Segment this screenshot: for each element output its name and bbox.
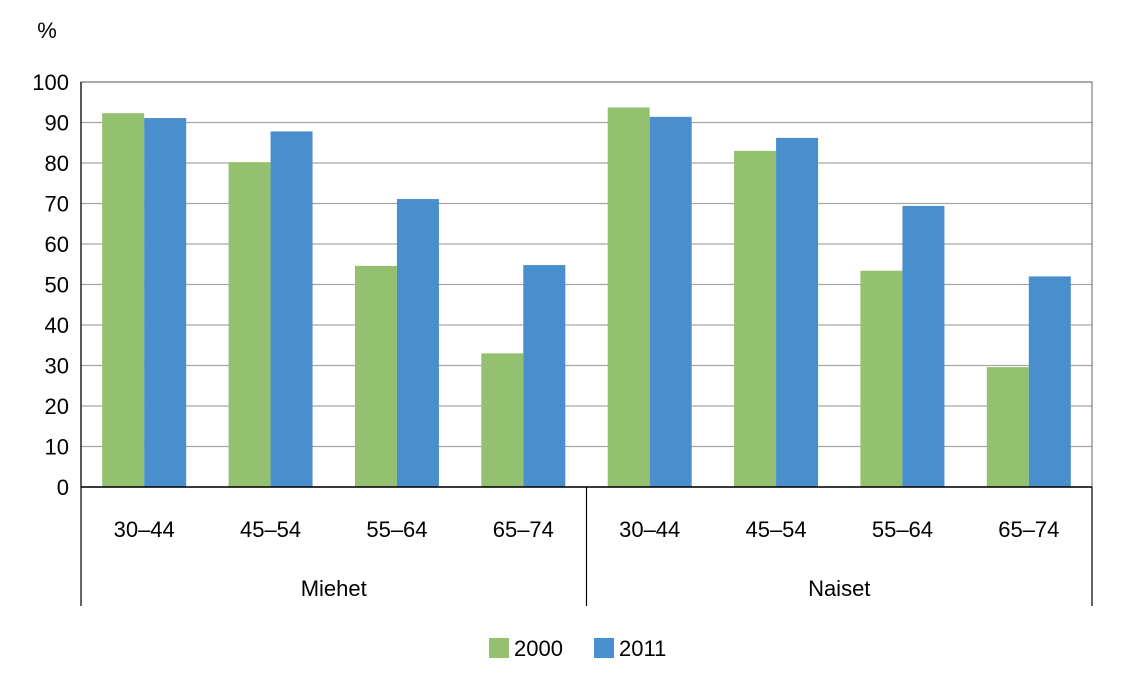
x-category-label: 65–74 [998,517,1059,542]
x-category-label: 55–64 [366,517,427,542]
bar-2011-Miehet-45–54 [270,131,313,487]
bar-2000-Miehet-45–54 [228,162,271,487]
y-tick-label: 50 [45,273,69,298]
y-unit-label: % [37,18,57,43]
legend-swatch-2011 [594,638,614,658]
bar-2011-Naiset-65–74 [1028,276,1071,487]
labels: 0 10 20 30 40 50 60 70 80 90 100% 30–44 45–54 55–64 65… [32,18,1059,601]
y-tick-label: 30 [45,354,69,379]
bar-2011-Naiset-45–54 [776,137,819,487]
x-category-label: 65–74 [493,517,554,542]
y-tick-label: 10 [45,435,69,460]
bars [102,107,1071,488]
y-tick-label: 20 [45,394,69,419]
bar-2000-Miehet-55–64 [354,265,397,487]
bar-2000-Naiset-65–74 [986,367,1029,487]
bar-2000-Naiset-55–64 [860,270,903,487]
bar-2000-Miehet-65–74 [481,353,524,487]
bar-2011-Miehet-30–44 [144,118,187,488]
legend-label-2000: 2000 [514,636,563,661]
bar-2000-Naiset-45–54 [734,150,777,487]
y-tick-label: 100 [32,70,69,95]
bar-2000-Miehet-30–44 [102,113,145,487]
bar-2011-Naiset-30–44 [649,116,692,487]
axes [80,81,1093,606]
x-category-label: 30–44 [114,517,175,542]
y-tick-label: 70 [45,192,69,217]
y-tick-label: 0 [57,475,69,500]
legend-label-2011: 2011 [619,636,666,661]
y-tick-label: 60 [45,232,69,257]
legend: 2000 2011 [489,636,666,661]
x-category-label: 55–64 [872,517,933,542]
bar-2011-Miehet-55–64 [396,199,439,488]
x-category-label: 30–44 [619,517,680,542]
legend-swatch-2000 [489,638,509,658]
bar-2011-Miehet-65–74 [523,265,566,487]
y-tick-label: 40 [45,313,69,338]
bar-2000-Naiset-30–44 [607,107,650,487]
x-category-label: 45–54 [240,517,301,542]
x-category-label: 45–54 [745,517,806,542]
y-tick-label: 90 [45,111,69,136]
x-group-label: Naiset [808,576,870,601]
y-tick-label: 80 [45,151,69,176]
x-group-label: Miehet [301,576,367,601]
bar-2011-Naiset-55–64 [902,205,945,487]
